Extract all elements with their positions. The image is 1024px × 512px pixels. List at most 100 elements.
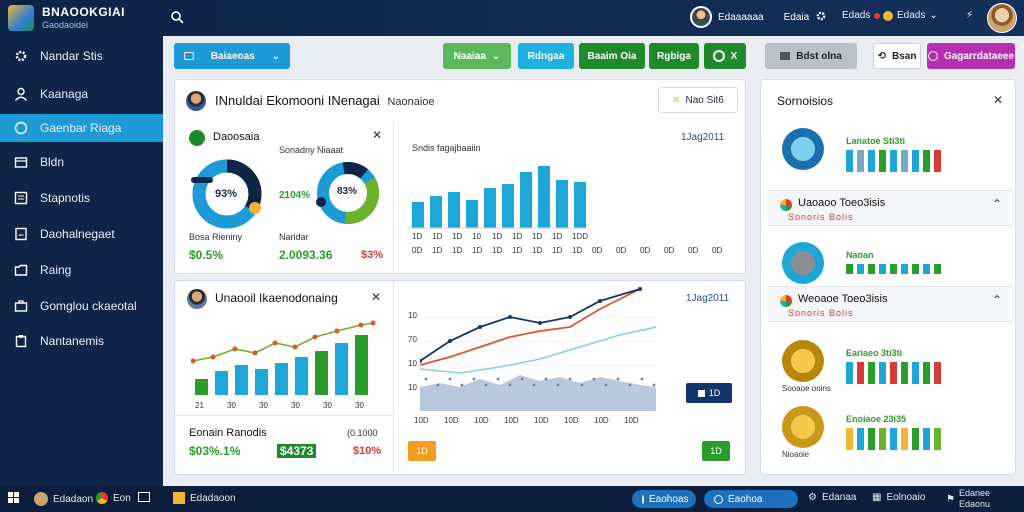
gear-icon: ⚙ (808, 492, 817, 503)
donut-2-value: 83% (337, 186, 358, 197)
sidebar: Nandar Stis Kaanaga Gaenbar Riaga Bldn S… (0, 36, 163, 486)
sidebar-item-5[interactable]: Daohalnegaet (0, 220, 163, 248)
donut-1-small-bar (191, 177, 213, 183)
trend-point (252, 350, 258, 356)
x-tick-label: 21 (195, 401, 204, 410)
right-panel-row[interactable]: Lanatoe Sti3ti (768, 122, 1014, 184)
sidebar-item-4[interactable]: Stapnotis (0, 184, 163, 212)
bar (335, 343, 348, 395)
sidebar-item-0[interactable]: Nandar Stis (0, 42, 163, 70)
bar (235, 365, 248, 395)
settings-button[interactable] (815, 10, 827, 22)
line-orange-button[interactable]: 1D (408, 441, 436, 461)
mini-bar (879, 428, 886, 450)
user-icon (14, 87, 28, 101)
chevron-up-icon[interactable]: ⌃ (992, 197, 1003, 211)
profile-avatar-icon[interactable] (987, 3, 1017, 33)
mini-bar (890, 362, 897, 384)
mini-bar-chart (846, 150, 941, 172)
star-icon: ✕ (672, 94, 681, 106)
taskbar-item-window[interactable] (138, 492, 150, 502)
trend-point (272, 340, 278, 346)
toolbar-button-1[interactable]: Naaiaa ⌄ (443, 43, 511, 69)
sidebar-item-3[interactable]: Bldn (0, 148, 163, 176)
gear-icon (15, 50, 27, 62)
series-point (538, 321, 542, 325)
taskbar-item-1[interactable]: Edadaon (34, 492, 93, 506)
trend-point (312, 334, 318, 340)
scatter-dot (496, 377, 500, 381)
close-icon[interactable]: ✕ (993, 93, 1004, 107)
x-tick-label: 30 (259, 401, 268, 410)
mini-bar (879, 150, 886, 172)
taskbar-item-label: Eolnoaio (886, 492, 926, 503)
right-panel-row[interactable]: Naoan (768, 236, 1014, 298)
close-icon[interactable]: ✕ (372, 128, 383, 142)
toolbar-button-3[interactable]: Baaim Oia (579, 43, 645, 69)
user-name: Edaaaaaa (718, 11, 764, 23)
notifications-button[interactable]: Edads (842, 10, 881, 21)
right-panel-row[interactable]: Eariaeo 3ti3ti Sooaoe ooins (768, 334, 1014, 396)
toolbar-button-label: Bdst olna (796, 50, 842, 62)
chevron-down-icon: ⌄ (491, 50, 501, 62)
taskbar-item-4[interactable]: ⚙ Edanaa (808, 492, 856, 503)
toolbar-button-7[interactable]: Gagarrdataeee (927, 43, 1015, 69)
taskbar-item-5[interactable]: ▦ Eolnoaio (872, 492, 925, 503)
messages-button[interactable]: Edads ⌄ (883, 10, 938, 21)
sidebar-item-8[interactable]: Nantanemis (0, 327, 163, 355)
toolbar-button-refresh[interactable]: X (704, 43, 746, 69)
toolbar-button-6[interactable]: ⟲ Bsan (873, 43, 921, 69)
mini-bar (901, 150, 908, 172)
app-title: BNAOOKGIAI (42, 5, 125, 19)
close-icon[interactable]: ✕ (371, 290, 382, 304)
x-tick-label: 1D (552, 246, 563, 255)
right-panel-row[interactable]: Uaoaoo Toeo3isis Sonoris Bolis ⌃ (768, 190, 1014, 226)
line-chart (420, 287, 656, 411)
bar (484, 188, 496, 228)
line-green-button[interactable]: 1D (702, 441, 730, 461)
footer-value-2: $4373 (277, 444, 317, 458)
right-panel-row[interactable]: Weoaoe Toeo3isis Sonoris Bolis ⌃ (768, 286, 1014, 322)
line-dark-button[interactable]: 1D (686, 383, 732, 403)
sidebar-item-7[interactable]: Gomglou ckaeotal (0, 292, 163, 320)
notifications-label: Edads (842, 10, 871, 21)
coin-icon (883, 10, 893, 21)
mini-bar (934, 150, 941, 172)
folder-icon (14, 264, 28, 276)
x-tick-label: 0D (412, 246, 423, 255)
start-button[interactable] (8, 492, 20, 504)
tools-button[interactable]: ⚡ (966, 10, 973, 21)
toolbar-button-4[interactable]: Rgbiga (649, 43, 699, 69)
taskbar-pill-2[interactable]: Eaohoa (704, 490, 798, 508)
refresh-icon (712, 50, 725, 62)
dark-button-label: 1D (708, 388, 721, 398)
search-icon[interactable] (170, 10, 184, 24)
left-metric-value: $0.5% (189, 248, 224, 262)
mini-bar (923, 150, 930, 172)
sidebar-item-label: Raing (40, 263, 72, 277)
taskbar-item-3[interactable]: Edadaoon (173, 492, 236, 504)
taskbar-item-2[interactable]: Eon (96, 492, 131, 504)
chevron-up-icon[interactable]: ⌃ (992, 293, 1003, 307)
x-tick-label: 1D (492, 232, 503, 241)
mini-bar (923, 362, 930, 384)
mini-bar-chart (846, 362, 941, 384)
view-dropdown[interactable]: Baiaeoas ⌄ (174, 43, 290, 69)
right-panel-row[interactable]: Enoiaoe 23i35 Nioaoie (768, 400, 1014, 462)
taskbar-clock[interactable]: ⚑ Edanee Edaonu (946, 488, 990, 510)
taskbar-pill-1[interactable]: Eaohoas (632, 490, 696, 508)
sidebar-item-6[interactable]: Raing (0, 256, 163, 284)
mini-bar (846, 264, 853, 274)
user-menu[interactable]: Edaaaaaa Edaia (690, 6, 809, 28)
toolbar-button-5[interactable]: Bdst olna (765, 43, 857, 69)
main-card-badge[interactable]: ✕ Nao Sit6 (658, 87, 738, 113)
main-card: INnuldai Ekomooni INenagai Naonaioe ✕ Nao… (174, 79, 746, 274)
trend-point (292, 344, 298, 350)
list-icon (14, 191, 28, 205)
scatter-dot (604, 383, 608, 387)
toolbar-button-2[interactable]: Rdngaa (518, 43, 574, 69)
sidebar-item-1[interactable]: Kaanaga (0, 80, 163, 108)
sidebar-item-2[interactable]: Gaenbar Riaga (0, 114, 163, 142)
x-tick-label: 1D (452, 232, 463, 241)
bar (412, 202, 424, 228)
